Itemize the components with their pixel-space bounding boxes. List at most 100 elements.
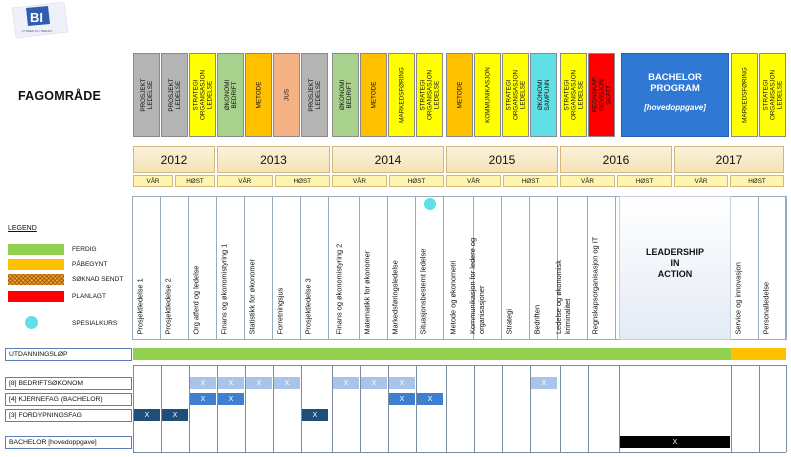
grid-line (388, 365, 389, 452)
subject-area-cell: STRATEGI ORGANISASJON LEDELSE (560, 53, 587, 137)
subject-area-label: PROSJEKT LEDELSE (167, 78, 182, 112)
subject-area-label: METODE (255, 81, 262, 109)
course-column: Prosjektledelse 1 (133, 196, 161, 340)
course-name: Personalledelse (761, 281, 771, 334)
course-column: Metode og økonometri (446, 196, 474, 340)
grid-line (588, 365, 589, 452)
subject-area-label: MARKEDSFØRING (741, 67, 748, 123)
legend-swatch (25, 316, 38, 329)
course-column: Ledelse og økonomisk kriminalitet (554, 196, 588, 340)
year-label: 2015 (446, 146, 558, 173)
semester-label: VÅR (674, 175, 728, 187)
grid-line (133, 452, 786, 453)
x-mark-bachelor: X (620, 436, 730, 448)
grid-line (786, 365, 787, 452)
grid-line (133, 365, 134, 452)
fagomrade-title: FAGOMRÅDE (18, 89, 102, 103)
x-mark: X (246, 377, 272, 389)
x-mark: X (274, 377, 300, 389)
semester-label: HØST (503, 175, 558, 187)
grid-line (731, 365, 732, 452)
year-label: 2017 (674, 146, 784, 173)
subject-area-label: METODE (370, 81, 377, 109)
legend-swatch (8, 291, 64, 302)
subject-area-label: JUS (283, 89, 290, 101)
course-name: Metode og økonometri (448, 260, 458, 334)
grid-line (416, 365, 417, 452)
subject-area-cell: METODE (446, 53, 473, 137)
subject-area-label: REGNSKAP REVISJON SKATT (591, 77, 612, 113)
logo-text: BI (30, 10, 43, 25)
course-column: Markedsføringsledelse (388, 196, 416, 340)
grid-line (161, 365, 162, 452)
semester-label: HØST (730, 175, 784, 187)
course-column: Strategi (502, 196, 530, 340)
course-column: Personalledelse (759, 196, 787, 340)
course-column: Matematikk for økonomer (360, 196, 388, 340)
course-name: Prosjektledelse 2 (163, 277, 173, 334)
course-name: Forretningsjus (275, 287, 285, 334)
course-name: Prosjektledelse 1 (135, 277, 145, 334)
course-name: Regnskapsorganisasjon og IT (590, 236, 600, 334)
x-mark: X (361, 377, 387, 389)
row-label-fordypningsfag: [3] FORDYPNINGSFAG (5, 409, 132, 422)
legend-swatch (8, 244, 64, 255)
leadership-in-action: LEADERSHIP IN ACTION (619, 196, 731, 340)
course-column: Situasjonsbestemt ledelse (416, 196, 444, 340)
legend-swatch (8, 259, 64, 270)
bachelor-program-box: BACHELOR PROGRAM [hovedoppgave] (621, 53, 729, 137)
course-column: Prosjektledelse 2 (161, 196, 189, 340)
row-label-bachelor: BACHELOR [hovedoppgave] (5, 436, 132, 449)
grid-line (360, 365, 361, 452)
grid-line (502, 365, 503, 452)
semester-label: HØST (274, 175, 330, 187)
subject-area-label: STRATEGI ORGANISASJON LEDELSE (192, 69, 213, 121)
x-mark: X (190, 377, 216, 389)
row-label-bedriftsokonom: [8] BEDRIFTSØKONOM (5, 377, 132, 390)
legend-swatch (8, 274, 64, 285)
subject-area-label: ØKONOMI SAMFUNN (536, 79, 551, 111)
year-label: 2014 (332, 146, 444, 173)
spesialkurs-marker (424, 198, 436, 210)
subject-area-cell: STRATEGI ORGANISASJON LEDELSE (189, 53, 216, 137)
subject-area-label: STRATEGI ORGANISASJON LEDELSE (563, 69, 584, 121)
subject-area-label: PROSJEKT LEDELSE (307, 78, 322, 112)
grid-line (560, 365, 561, 452)
x-mark: X (389, 393, 415, 405)
course-name: Markedsføringsledelse (390, 259, 400, 334)
subject-area-label: ØKONOMI BEDRIFT (223, 79, 238, 111)
subject-area-cell: JUS (273, 53, 300, 137)
subject-area-cell: MARKEDSFØRING (388, 53, 415, 137)
year-label: 2012 (133, 146, 215, 173)
course-name: Finans og økonomistyring 1 (219, 243, 229, 334)
course-column: Forretningsjus (273, 196, 301, 340)
subject-area-label: KOMMUNIKASJON (484, 67, 491, 123)
semester-label: HØST (389, 175, 444, 187)
subject-area-cell: STRATEGI ORGANISASJON LEDELSE (502, 53, 529, 137)
grid-line (217, 365, 218, 452)
grid-line (474, 365, 475, 452)
x-mark: X (389, 377, 415, 389)
grid-line (301, 365, 302, 452)
subject-area-label: STRATEGI ORGANISASJON LEDELSE (419, 69, 440, 121)
course-name: Org atferd og ledelse (191, 264, 201, 334)
grid-line (273, 365, 274, 452)
subject-area-label: MARKEDSFØRING (398, 67, 405, 123)
subject-area-cell: PROSJEKT LEDELSE (133, 53, 160, 137)
bachelor-program-title: BACHELOR PROGRAM (648, 72, 702, 94)
subject-area-label: STRATEGI ORGANISASJON LEDELSE (505, 69, 526, 121)
x-mark: X (417, 393, 443, 405)
semester-label: VÅR (446, 175, 501, 187)
course-column: Statistikk for økonomer (245, 196, 273, 340)
year-label: 2016 (560, 146, 672, 173)
course-name: Kommunikasjon for ledere og organisasjon… (468, 237, 486, 334)
course-column: Kommunikasjon for ledere og organisasjon… (468, 196, 502, 340)
row-label-kjernefag: [4] KJERNEFAG (BACHELOR) (5, 393, 132, 406)
subject-area-cell: STRATEGI ORGANISASJON LEDELSE (759, 53, 786, 137)
course-name: Bedriften (532, 304, 542, 334)
semester-label: VÅR (133, 175, 173, 187)
x-mark: X (531, 377, 557, 389)
course-name: Situasjonsbestemt ledelse (418, 248, 428, 334)
logo-subtext: FYNDER DU TREHET (22, 29, 52, 33)
subject-area-cell: PROSJEKT LEDELSE (301, 53, 328, 137)
